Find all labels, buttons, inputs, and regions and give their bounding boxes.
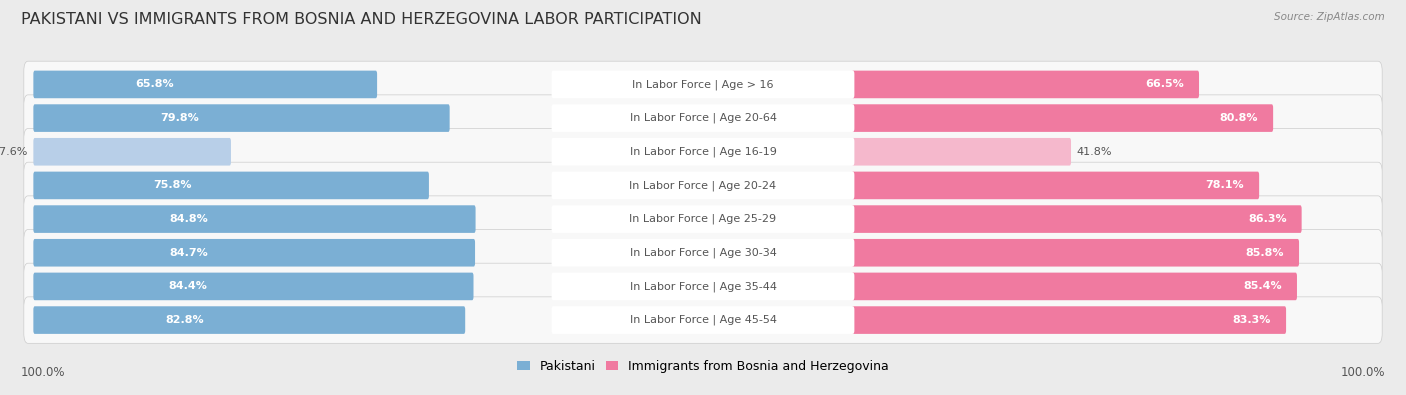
Text: In Labor Force | Age 45-54: In Labor Force | Age 45-54	[630, 315, 776, 325]
FancyBboxPatch shape	[852, 171, 1260, 199]
FancyBboxPatch shape	[34, 171, 429, 199]
FancyBboxPatch shape	[551, 138, 855, 166]
Text: 66.5%: 66.5%	[1146, 79, 1184, 89]
FancyBboxPatch shape	[852, 138, 1071, 166]
FancyBboxPatch shape	[852, 306, 1286, 334]
Text: 84.7%: 84.7%	[169, 248, 208, 258]
Text: 65.8%: 65.8%	[135, 79, 173, 89]
FancyBboxPatch shape	[852, 205, 1302, 233]
Text: 100.0%: 100.0%	[1340, 366, 1385, 379]
FancyBboxPatch shape	[34, 306, 465, 334]
FancyBboxPatch shape	[852, 273, 1296, 300]
FancyBboxPatch shape	[852, 71, 1199, 98]
Text: In Labor Force | Age 30-34: In Labor Force | Age 30-34	[630, 248, 776, 258]
Text: In Labor Force | Age 25-29: In Labor Force | Age 25-29	[630, 214, 776, 224]
FancyBboxPatch shape	[24, 196, 1382, 242]
FancyBboxPatch shape	[34, 71, 377, 98]
Text: In Labor Force | Age 16-19: In Labor Force | Age 16-19	[630, 147, 776, 157]
FancyBboxPatch shape	[551, 239, 855, 267]
Text: 84.4%: 84.4%	[169, 281, 207, 292]
FancyBboxPatch shape	[24, 162, 1382, 209]
FancyBboxPatch shape	[24, 61, 1382, 108]
FancyBboxPatch shape	[34, 273, 474, 300]
Text: 100.0%: 100.0%	[21, 366, 66, 379]
FancyBboxPatch shape	[24, 297, 1382, 343]
Text: In Labor Force | Age > 16: In Labor Force | Age > 16	[633, 79, 773, 90]
Text: 85.4%: 85.4%	[1243, 281, 1282, 292]
Legend: Pakistani, Immigrants from Bosnia and Herzegovina: Pakistani, Immigrants from Bosnia and He…	[517, 360, 889, 373]
FancyBboxPatch shape	[852, 239, 1299, 267]
FancyBboxPatch shape	[551, 104, 855, 132]
FancyBboxPatch shape	[24, 128, 1382, 175]
Text: 83.3%: 83.3%	[1233, 315, 1271, 325]
Text: 80.8%: 80.8%	[1219, 113, 1258, 123]
FancyBboxPatch shape	[24, 229, 1382, 276]
Text: 79.8%: 79.8%	[160, 113, 198, 123]
Text: 82.8%: 82.8%	[166, 315, 204, 325]
FancyBboxPatch shape	[24, 95, 1382, 141]
FancyBboxPatch shape	[551, 71, 855, 98]
Text: In Labor Force | Age 35-44: In Labor Force | Age 35-44	[630, 281, 776, 292]
FancyBboxPatch shape	[34, 239, 475, 267]
Text: Source: ZipAtlas.com: Source: ZipAtlas.com	[1274, 12, 1385, 22]
FancyBboxPatch shape	[24, 263, 1382, 310]
Text: PAKISTANI VS IMMIGRANTS FROM BOSNIA AND HERZEGOVINA LABOR PARTICIPATION: PAKISTANI VS IMMIGRANTS FROM BOSNIA AND …	[21, 12, 702, 27]
FancyBboxPatch shape	[551, 171, 855, 199]
FancyBboxPatch shape	[34, 138, 231, 166]
Text: 78.1%: 78.1%	[1205, 181, 1244, 190]
FancyBboxPatch shape	[551, 306, 855, 334]
Text: In Labor Force | Age 20-24: In Labor Force | Age 20-24	[630, 180, 776, 191]
Text: 41.8%: 41.8%	[1077, 147, 1112, 157]
Text: 75.8%: 75.8%	[153, 181, 191, 190]
Text: 85.8%: 85.8%	[1246, 248, 1284, 258]
Text: In Labor Force | Age 20-64: In Labor Force | Age 20-64	[630, 113, 776, 123]
Text: 86.3%: 86.3%	[1249, 214, 1286, 224]
FancyBboxPatch shape	[34, 205, 475, 233]
FancyBboxPatch shape	[551, 273, 855, 300]
Text: 37.6%: 37.6%	[0, 147, 28, 157]
Text: 84.8%: 84.8%	[169, 214, 208, 224]
FancyBboxPatch shape	[852, 104, 1272, 132]
FancyBboxPatch shape	[34, 104, 450, 132]
FancyBboxPatch shape	[551, 205, 855, 233]
